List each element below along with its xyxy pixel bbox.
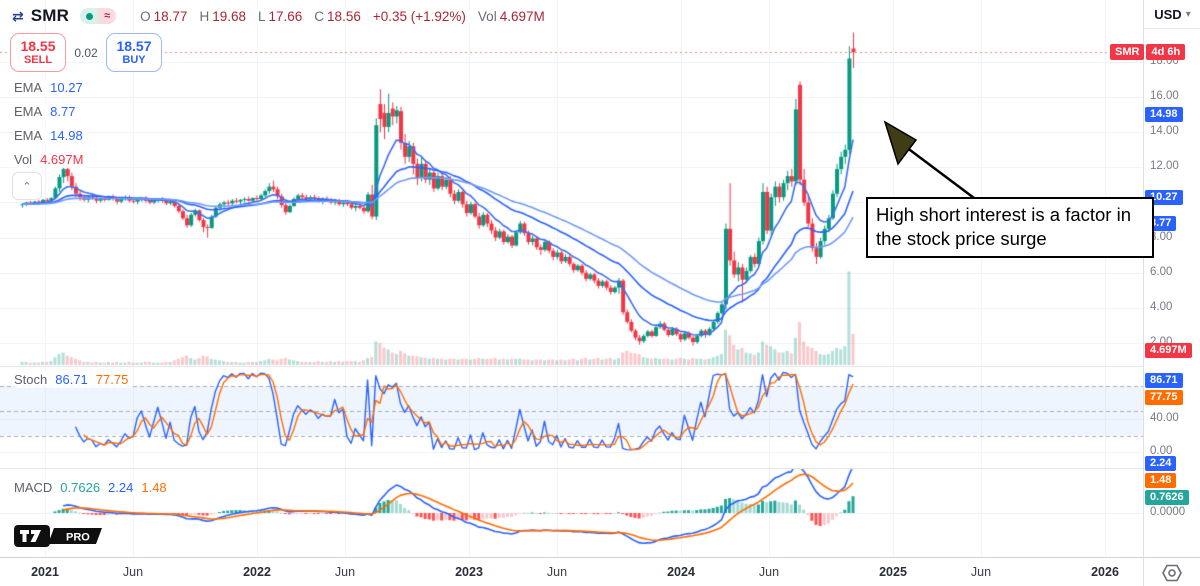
chevron-up-icon: ⌃ <box>22 180 32 193</box>
time-axis-label: 2026 <box>1091 565 1119 579</box>
legend-ema3: EMA 14.98 <box>14 127 87 144</box>
time-axis-label: Jun <box>546 565 568 579</box>
axis-value-badge: 86.71 <box>1145 373 1183 388</box>
pane-separator[interactable] <box>0 366 1200 367</box>
time-axis[interactable]: 2021 Jun 2022 Jun 2023 Jun 2024 Jun 2025 Jun 2026 <box>0 557 1143 586</box>
buy-button[interactable]: 18.57 BUY <box>106 33 162 72</box>
market-status-pill[interactable]: ≈ <box>80 8 117 24</box>
settings-icon[interactable] <box>1161 562 1183 584</box>
axis-tick: 40.00 <box>1150 412 1179 425</box>
volume-readout: 4.697M <box>499 8 545 24</box>
spread-label: 0.02 <box>66 44 106 61</box>
chevron-down-icon: ▾ <box>1185 8 1191 20</box>
time-axis-label: 2022 <box>243 565 271 579</box>
pro-badge: PRO <box>66 532 90 544</box>
ohlc-readout: O 18.77 H 19.68 L 17.66 C 18.56 +0.35 (+1.92… <box>137 8 548 24</box>
time-axis-label: 2024 <box>667 565 695 579</box>
axis-tick: 12.00 <box>1150 160 1179 173</box>
time-axis-label: Jun <box>970 565 992 579</box>
market-open-icon <box>80 8 99 24</box>
time-axis-label: 2025 <box>879 565 907 579</box>
tradingview-pro-logo[interactable]: PRO <box>14 524 106 548</box>
symbol-name[interactable]: SMR <box>30 6 70 25</box>
axis-value-badge: 1.48 <box>1145 473 1177 488</box>
axis-value-badge: 14.98 <box>1145 107 1183 122</box>
countdown-time: 4d 6h <box>1146 44 1186 60</box>
macd-legend: MACD 0.7626 2.24 1.48 <box>14 479 171 496</box>
time-axis-label: 2021 <box>31 565 59 579</box>
annotation-note[interactable]: High short interest is a factor in the s… <box>866 197 1154 258</box>
currency-dropdown[interactable]: USD ▾ <box>1144 0 1200 29</box>
axis-tick: 0.0000 <box>1150 506 1186 518</box>
time-axis-label: Jun <box>122 565 144 579</box>
axis-tick: 14.00 <box>1150 125 1179 138</box>
stoch-legend: Stoch 86.71 77.75 <box>14 371 133 388</box>
axis-value-badge: 0.7626 <box>1145 490 1189 505</box>
countdown-badge: SMR 4d 6h <box>1110 44 1186 60</box>
symbol-switch-icon[interactable]: ⇄ <box>12 7 24 24</box>
legend-volume: Vol 4.697M <box>14 151 88 168</box>
price-axis-panel[interactable]: USD ▾ 18.0016.0014.0012.0010.008.006.004… <box>1143 0 1200 586</box>
annotation-arrow[interactable] <box>858 116 988 211</box>
change-readout: +0.35 (+1.92%) <box>372 8 466 24</box>
axis-tick: 0.00 <box>1150 445 1173 457</box>
arrowhead-icon <box>883 120 918 166</box>
countdown-symbol: SMR <box>1110 44 1145 60</box>
axis-value-badge: 10.27 <box>1145 190 1183 205</box>
time-axis-label: Jun <box>758 565 780 579</box>
time-axis-label: 2023 <box>455 565 483 579</box>
symbol-header: ⇄ SMR ≈ O 18.77 H 19.68 L 17.66 C 18.56 +0.3… <box>12 4 548 28</box>
trade-panel: 18.55 SELL 0.02 18.57 BUY <box>10 33 162 72</box>
collapse-legend-button[interactable]: ⌃ <box>12 172 42 200</box>
time-axis-label: Jun <box>334 565 356 579</box>
pane-separator[interactable] <box>0 468 1200 469</box>
axis-tick: 16.00 <box>1150 90 1179 103</box>
axis-tick: 6.00 <box>1150 265 1173 278</box>
legend-ema1: EMA 10.27 <box>14 79 87 96</box>
axis-value-badge: 2.24 <box>1145 456 1177 471</box>
sell-button[interactable]: 18.55 SELL <box>10 33 66 72</box>
axis-value-badge: 77.75 <box>1145 390 1183 405</box>
axis-tick: 8.00 <box>1150 230 1173 243</box>
legend-ema2: EMA 8.77 <box>14 103 80 120</box>
axis-value-badge: 4.697M <box>1145 343 1192 358</box>
approx-price-icon: ≈ <box>98 8 117 24</box>
axis-tick: 4.00 <box>1150 300 1173 313</box>
